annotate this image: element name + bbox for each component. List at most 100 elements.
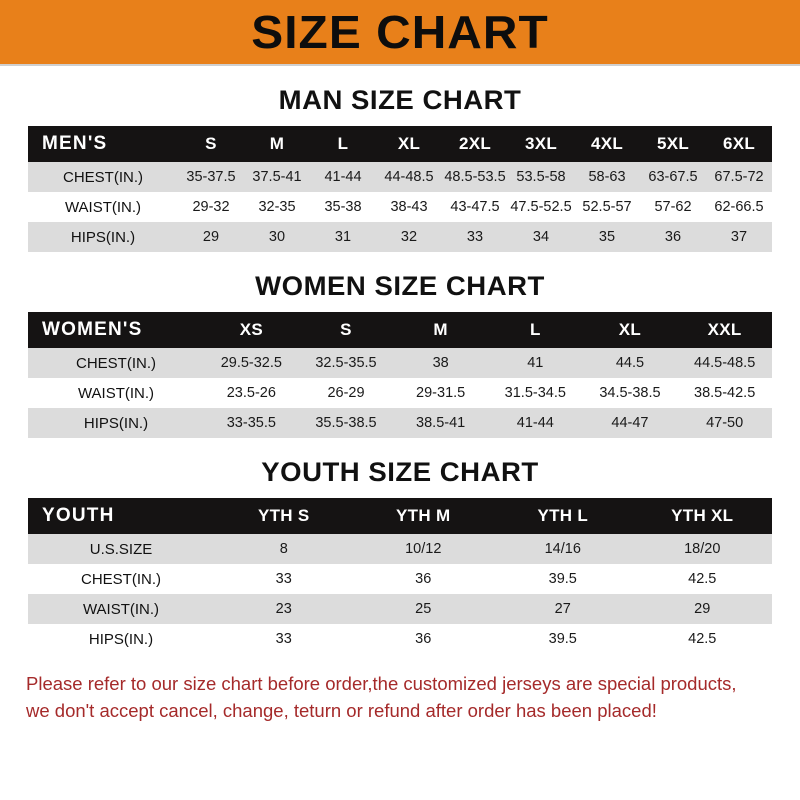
disclaimer-line-1: Please refer to our size chart before or… bbox=[26, 673, 737, 694]
women-cell: 47-50 bbox=[677, 408, 772, 438]
youth-cell: 25 bbox=[353, 594, 493, 624]
youth-cell: 42.5 bbox=[632, 624, 772, 654]
women-cell: 26-29 bbox=[298, 378, 394, 408]
men-column-header: 5XL bbox=[640, 126, 706, 162]
women-row-label: CHEST(IN.) bbox=[28, 348, 204, 378]
men-cell: 63-67.5 bbox=[640, 162, 706, 192]
women-cell: 44.5 bbox=[582, 348, 678, 378]
women-cell: 44.5-48.5 bbox=[677, 348, 772, 378]
men-column-header: S bbox=[178, 126, 244, 162]
men-cell: 35 bbox=[574, 222, 640, 252]
men-column-header: 3XL bbox=[508, 126, 574, 162]
youth-cell: 27 bbox=[493, 594, 633, 624]
men-cell: 43-47.5 bbox=[442, 192, 508, 222]
women-header-row: WOMEN'S XS S M L XL XXL bbox=[28, 312, 772, 348]
youth-cell: 29 bbox=[632, 594, 772, 624]
men-row-label: HIPS(IN.) bbox=[28, 222, 178, 252]
men-cell: 41-44 bbox=[310, 162, 376, 192]
women-cell: 32.5-35.5 bbox=[298, 348, 394, 378]
men-cell: 30 bbox=[244, 222, 310, 252]
men-cell: 53.5-58 bbox=[508, 162, 574, 192]
women-cell: 34.5-38.5 bbox=[582, 378, 678, 408]
men-cell: 37.5-41 bbox=[244, 162, 310, 192]
men-row-label: CHEST(IN.) bbox=[28, 162, 178, 192]
men-cell: 67.5-72 bbox=[706, 162, 772, 192]
men-cell: 57-62 bbox=[640, 192, 706, 222]
men-header-row: MEN'S S M L XL 2XL 3XL 4XL 5XL 6XL bbox=[28, 126, 772, 162]
men-cell: 52.5-57 bbox=[574, 192, 640, 222]
women-column-header: XL bbox=[582, 312, 678, 348]
men-column-header: M bbox=[244, 126, 310, 162]
youth-row-label: CHEST(IN.) bbox=[28, 564, 214, 594]
youth-row-label: U.S.SIZE bbox=[28, 534, 214, 564]
men-cell: 32 bbox=[376, 222, 442, 252]
order-disclaimer: Please refer to our size chart before or… bbox=[26, 670, 774, 725]
youth-cell: 33 bbox=[214, 624, 354, 654]
youth-cell: 33 bbox=[214, 564, 354, 594]
women-table-row: CHEST(IN.) 29.5-32.5 32.5-35.5 38 41 44.5 44.5… bbox=[28, 348, 772, 378]
men-cell: 31 bbox=[310, 222, 376, 252]
men-cell: 47.5-52.5 bbox=[508, 192, 574, 222]
youth-cell: 39.5 bbox=[493, 564, 633, 594]
women-cell: 38.5-41 bbox=[393, 408, 488, 438]
women-table-row: HIPS(IN.) 33-35.5 35.5-38.5 38.5-41 41-44 44-… bbox=[28, 408, 772, 438]
men-cell: 36 bbox=[640, 222, 706, 252]
women-cell: 23.5-26 bbox=[204, 378, 299, 408]
men-cell: 35-37.5 bbox=[178, 162, 244, 192]
women-table-body: WOMEN'S XS S M L XL XXL CHEST(IN.) 29.5-32.5 32.5… bbox=[28, 312, 772, 438]
women-cell: 29.5-32.5 bbox=[204, 348, 299, 378]
women-cell: 41-44 bbox=[487, 408, 583, 438]
youth-cell: 18/20 bbox=[632, 534, 772, 564]
youth-row-label: HIPS(IN.) bbox=[28, 624, 214, 654]
youth-column-header: YTH S bbox=[214, 498, 354, 534]
men-row-label: WAIST(IN.) bbox=[28, 192, 178, 222]
women-row-label: HIPS(IN.) bbox=[28, 408, 204, 438]
youth-table-row: CHEST(IN.) 33 36 39.5 42.5 bbox=[28, 564, 772, 594]
men-cell: 35-38 bbox=[310, 192, 376, 222]
youth-cell: 23 bbox=[214, 594, 354, 624]
men-column-header: 2XL bbox=[442, 126, 508, 162]
women-cell: 33-35.5 bbox=[204, 408, 299, 438]
women-cell: 41 bbox=[487, 348, 583, 378]
men-cell: 29 bbox=[178, 222, 244, 252]
women-column-header: M bbox=[393, 312, 488, 348]
youth-column-header: YTH L bbox=[493, 498, 633, 534]
women-cell: 44-47 bbox=[582, 408, 678, 438]
youth-cell: 14/16 bbox=[493, 534, 633, 564]
youth-cell: 10/12 bbox=[353, 534, 493, 564]
men-cell: 32-35 bbox=[244, 192, 310, 222]
women-corner-label: WOMEN'S bbox=[28, 312, 204, 348]
men-cell: 48.5-53.5 bbox=[442, 162, 508, 192]
men-table-row: CHEST(IN.) 35-37.5 37.5-41 41-44 44-48.5 48.5… bbox=[28, 162, 772, 192]
youth-row-label: WAIST(IN.) bbox=[28, 594, 214, 624]
youth-table-row: HIPS(IN.) 33 36 39.5 42.5 bbox=[28, 624, 772, 654]
men-table-row: HIPS(IN.) 29 30 31 32 33 34 35 36 37 bbox=[28, 222, 772, 252]
men-cell: 33 bbox=[442, 222, 508, 252]
women-column-header: L bbox=[487, 312, 583, 348]
men-cell: 44-48.5 bbox=[376, 162, 442, 192]
women-table-row: WAIST(IN.) 23.5-26 26-29 29-31.5 31.5-34.5 34… bbox=[28, 378, 772, 408]
youth-table-row: U.S.SIZE 8 10/12 14/16 18/20 bbox=[28, 534, 772, 564]
women-column-header: S bbox=[298, 312, 394, 348]
youth-cell: 36 bbox=[353, 564, 493, 594]
men-column-header: L bbox=[310, 126, 376, 162]
men-cell: 38-43 bbox=[376, 192, 442, 222]
youth-cell: 39.5 bbox=[493, 624, 633, 654]
youth-corner-label: YOUTH bbox=[28, 498, 214, 534]
women-cell: 38 bbox=[393, 348, 488, 378]
youth-column-header: YTH XL bbox=[632, 498, 772, 534]
women-cell: 35.5-38.5 bbox=[298, 408, 394, 438]
page-title: SIZE CHART bbox=[251, 6, 549, 58]
youth-column-header: YTH M bbox=[353, 498, 493, 534]
men-table-row: WAIST(IN.) 29-32 32-35 35-38 38-43 43-47.5 47.… bbox=[28, 192, 772, 222]
youth-table-row: WAIST(IN.) 23 25 27 29 bbox=[28, 594, 772, 624]
disclaimer-line-2: we don't accept cancel, change, teturn o… bbox=[26, 700, 657, 722]
youth-cell: 8 bbox=[214, 534, 354, 564]
women-cell: 29-31.5 bbox=[393, 378, 488, 408]
men-cell: 62-66.5 bbox=[706, 192, 772, 222]
women-cell: 38.5-42.5 bbox=[677, 378, 772, 408]
section-title-man: MAN SIZE CHART bbox=[278, 85, 522, 115]
women-column-header: XXL bbox=[677, 312, 772, 348]
youth-header-row: YOUTH YTH S YTH M YTH L YTH XL bbox=[28, 498, 772, 534]
